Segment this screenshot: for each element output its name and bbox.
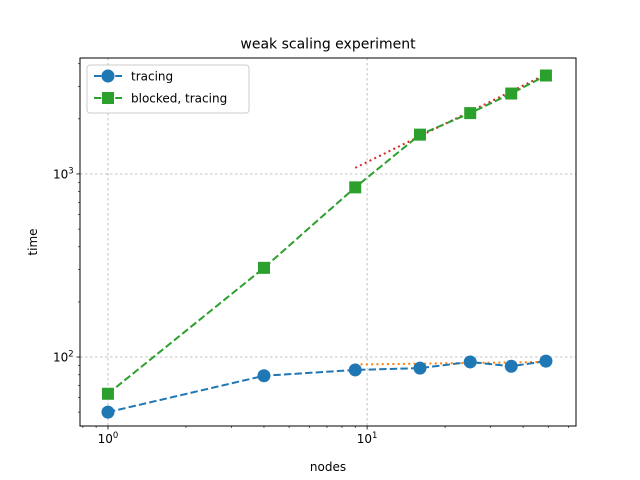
data-point <box>101 405 115 419</box>
x-axis-title: nodes <box>310 460 346 474</box>
fit-lines <box>354 73 547 366</box>
data-point <box>464 107 477 120</box>
data-point <box>539 69 552 82</box>
data-point <box>504 359 518 373</box>
data-point <box>257 369 271 383</box>
y-tick-label: 103 <box>53 166 74 181</box>
legend-marker <box>102 92 114 104</box>
legend-label: tracing <box>131 70 173 84</box>
legend-item: tracing <box>94 69 173 84</box>
data-point <box>463 355 477 369</box>
x-tick-label-exponent: 1 <box>372 431 377 441</box>
data-point <box>539 354 553 368</box>
series-line <box>107 360 547 414</box>
data-point <box>349 181 362 194</box>
x-tick-label: 101 <box>357 431 378 446</box>
legend-marker <box>101 69 115 83</box>
y-axis-title: time <box>26 228 40 255</box>
y-tick-label: 102 <box>53 350 74 365</box>
series-tracing <box>101 354 553 419</box>
legend-label: blocked, tracing <box>131 92 227 106</box>
legend-item: blocked, tracing <box>94 92 227 106</box>
x-tick-label-exponent: 0 <box>113 431 118 441</box>
data-point <box>413 128 426 141</box>
data-point <box>505 87 518 100</box>
series-line <box>107 74 547 395</box>
series <box>101 69 553 419</box>
series-blocked-tracing <box>101 69 552 400</box>
data-point <box>101 387 114 400</box>
y-tick-label-exponent: 3 <box>68 166 73 176</box>
data-point <box>348 363 362 377</box>
chart-title: weak scaling experiment <box>240 37 416 53</box>
legend-frame <box>86 64 250 114</box>
legend: tracing blocked, tracing <box>86 64 250 114</box>
data-point <box>257 261 270 274</box>
plot-frame <box>79 57 577 427</box>
y-tick-label-exponent: 2 <box>68 350 73 360</box>
x-tick-label: 100 <box>98 431 119 446</box>
data-point <box>413 361 427 375</box>
